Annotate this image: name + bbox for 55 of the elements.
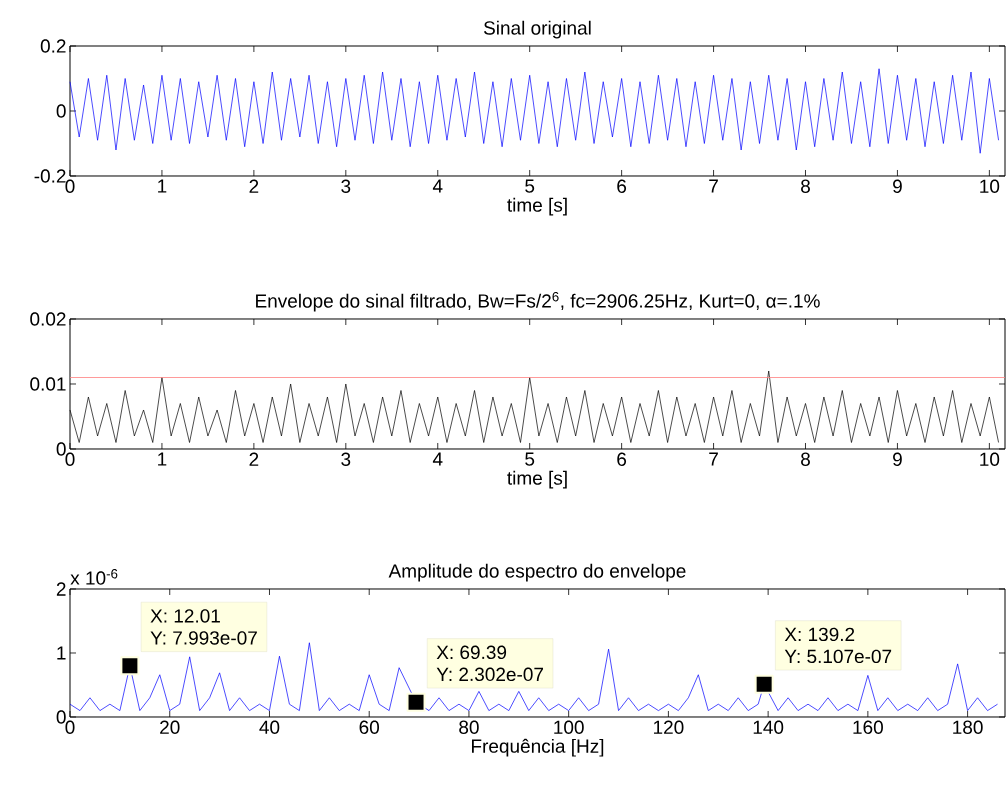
x-tick-label: 3 <box>341 179 351 193</box>
annotation: Y: 2.302e-07 <box>436 667 544 682</box>
x-tick-label: 80 <box>459 720 479 734</box>
x-tick-label: 7 <box>709 179 718 193</box>
x-tick-label: 6 <box>617 452 627 466</box>
x-tick-label: 4 <box>432 452 443 466</box>
x-tick-label: 5 <box>525 452 535 466</box>
line-series <box>69 68 999 154</box>
x-tick-label: 140 <box>753 720 784 734</box>
x-tick-label: 8 <box>801 452 810 466</box>
y-tick-label: 0 <box>56 104 66 118</box>
x-tick-label: 4 <box>432 179 443 193</box>
x-tick-label: 3 <box>341 452 351 466</box>
y-tick-label: 0.2 <box>40 39 66 53</box>
x-tick-label: 9 <box>893 452 902 466</box>
y-tick-label: 0.01 <box>30 377 66 391</box>
x-axis-title: Frequência [Hz] <box>472 738 604 757</box>
x-tick-label: 60 <box>359 720 380 734</box>
x-tick-label: 160 <box>853 720 883 734</box>
x-tick-label: 10 <box>980 452 1000 466</box>
y-tick-label: 0 <box>56 442 66 456</box>
x-tick-label: 0 <box>65 720 75 734</box>
annotation: X: 69.39 <box>436 645 507 660</box>
x-tick-label: 8 <box>801 179 810 193</box>
x-tick-label: 1 <box>158 179 167 193</box>
chart-title: Amplitude do espectro do envelope <box>388 563 686 582</box>
x-tick-label: 10 <box>980 179 1000 193</box>
y-tick-label: 2 <box>56 582 66 596</box>
annotation: Y: 7.993e-07 <box>150 631 257 645</box>
y-tick-label: 1 <box>57 646 66 660</box>
y-tick-label: 0 <box>56 710 66 724</box>
x-tick-label: 9 <box>893 179 902 193</box>
x-tick-label: 100 <box>554 720 584 734</box>
text: x 10$^{-6}$ <box>70 569 118 585</box>
x-axis-title: time [s] <box>507 470 567 489</box>
x-tick-label: 2 <box>249 452 259 466</box>
x-tick-label: 0 <box>65 179 75 193</box>
chart-title: Envelope do sinal filtrado, Bw=Fs/2$^{6}$, fc=2906.25Hz, Kurt=0, α=.1% <box>256 291 820 312</box>
x-tick-label: 7 <box>709 452 718 466</box>
x-tick-label: 20 <box>160 720 180 734</box>
x-tick-label: 40 <box>259 720 280 734</box>
x-tick-label: 6 <box>617 179 627 193</box>
x-tick-label: 5 <box>525 179 535 193</box>
x-tick-label: 0 <box>65 452 75 466</box>
y-tick-label: 0.02 <box>30 312 66 326</box>
annotation: Y: 5.107e-07 <box>784 649 892 664</box>
y-tick-label: -0.2 <box>34 169 66 183</box>
annotation: X: 12.01 <box>150 609 220 623</box>
x-tick-label: 120 <box>654 720 684 734</box>
x-axis-title: time [s] <box>507 197 567 216</box>
chart-title: Sinal original <box>483 20 591 39</box>
x-tick-label: 180 <box>953 720 983 734</box>
x-tick-label: 2 <box>249 179 259 193</box>
x-tick-label: 1 <box>158 452 167 466</box>
annotation: X: 139.2 <box>784 627 855 642</box>
